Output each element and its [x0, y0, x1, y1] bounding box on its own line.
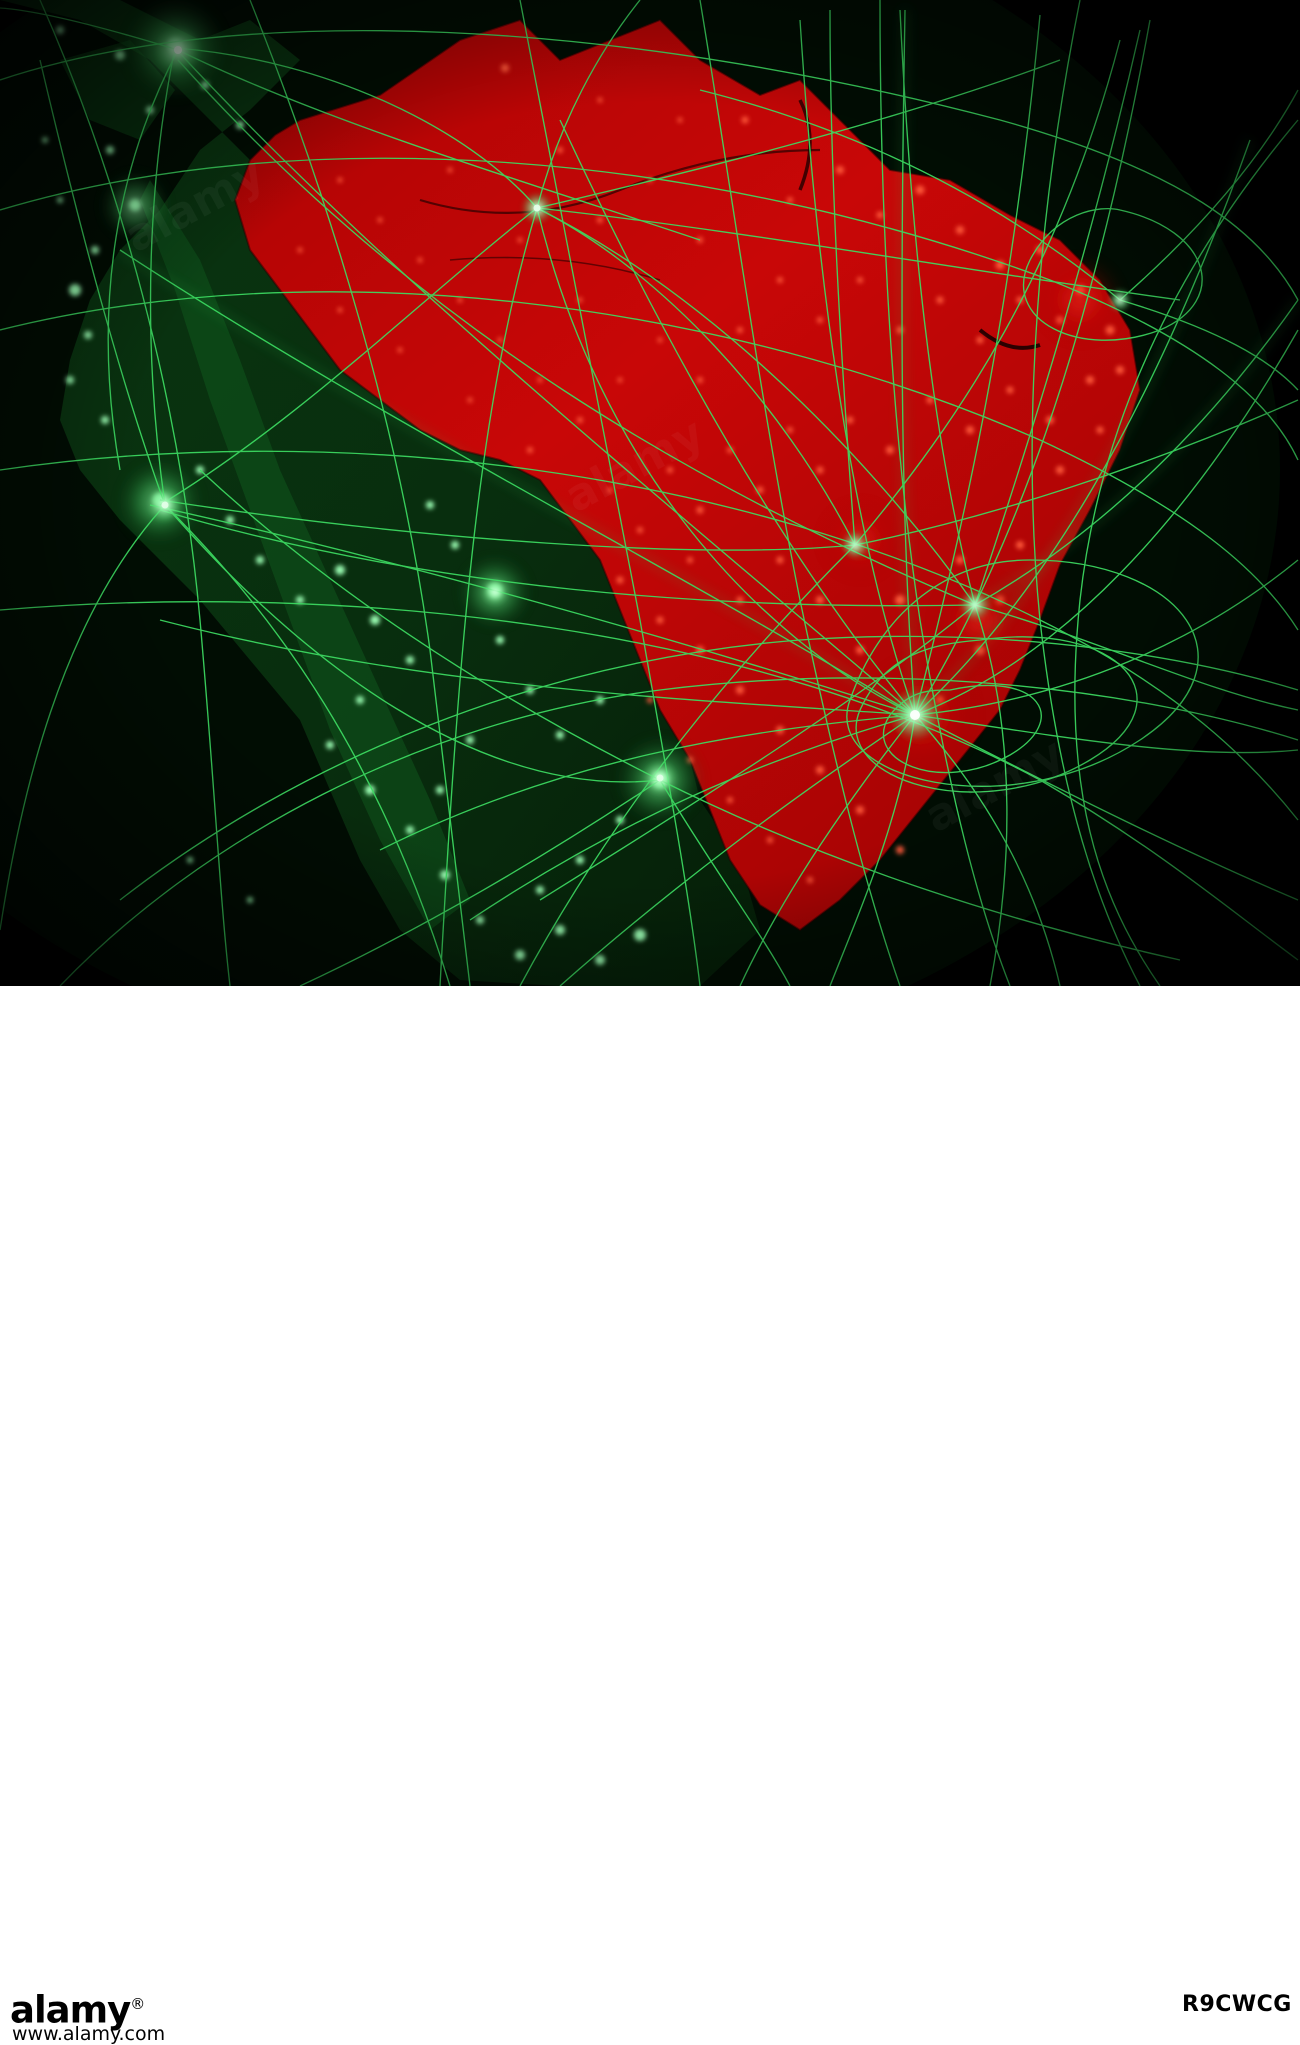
alamy-url-label[interactable]: www.alamy.com [12, 2023, 166, 2045]
watermark-footer-bar: alamy® www.alamy.com R9CWCG [0, 986, 1300, 2045]
earth-night-network-graphic [0, 0, 1300, 986]
vignette-overlay [0, 0, 1300, 986]
satellite-map-image: alamy alamy alamy [0, 0, 1300, 986]
image-id-label: R9CWCG [1182, 1992, 1292, 2017]
registered-trademark-mark: ® [130, 1995, 145, 2013]
